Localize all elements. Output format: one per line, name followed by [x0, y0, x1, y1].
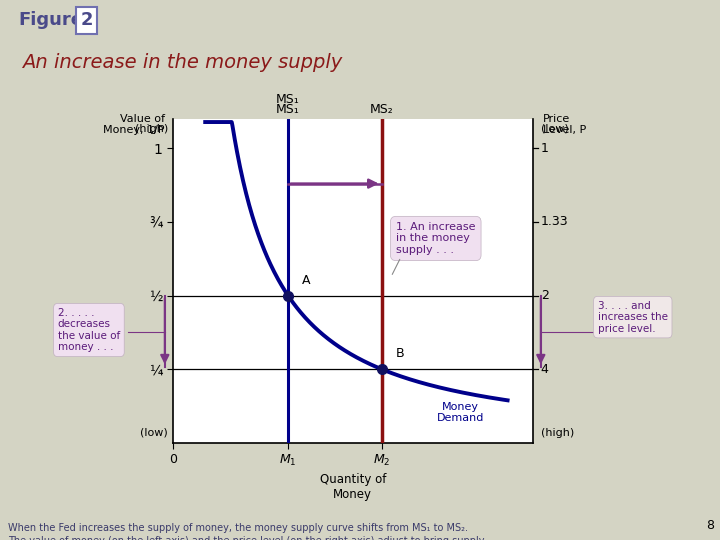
Text: 1.33: 1.33 — [541, 215, 568, 228]
Text: 1. An increase
in the money
supply . . .: 1. An increase in the money supply . . . — [396, 222, 475, 255]
Text: 2. . . . .
decreases
the value of
money . . .: 2. . . . . decreases the value of money … — [58, 308, 120, 353]
Text: Figure: Figure — [18, 11, 83, 29]
Text: 1: 1 — [541, 142, 549, 155]
Text: An increase in the money supply: An increase in the money supply — [22, 52, 342, 72]
Text: Quantity of
Money: Quantity of Money — [320, 473, 386, 501]
Text: 3. . . . and
increases the
price level.: 3. . . . and increases the price level. — [598, 301, 668, 334]
Text: MS₂: MS₂ — [370, 103, 393, 116]
Text: Value of
Money, 1/P: Value of Money, 1/P — [103, 114, 165, 136]
Text: MS₁: MS₁ — [276, 93, 300, 106]
Text: (high): (high) — [541, 428, 574, 438]
Text: (low): (low) — [140, 428, 168, 438]
Text: (high): (high) — [135, 124, 168, 134]
Text: MS₁: MS₁ — [276, 103, 300, 116]
Text: 4: 4 — [541, 363, 549, 376]
Text: Money
Demand: Money Demand — [437, 402, 485, 423]
Text: B: B — [396, 347, 405, 360]
Text: (low): (low) — [541, 124, 569, 134]
Text: 2: 2 — [80, 11, 93, 29]
Text: When the Fed increases the supply of money, the money supply curve shifts from M: When the Fed increases the supply of mon… — [8, 523, 485, 540]
Text: 2: 2 — [541, 289, 549, 302]
Text: Price
Level, P: Price Level, P — [543, 114, 586, 136]
Text: A: A — [302, 274, 311, 287]
Text: 8: 8 — [706, 519, 714, 532]
